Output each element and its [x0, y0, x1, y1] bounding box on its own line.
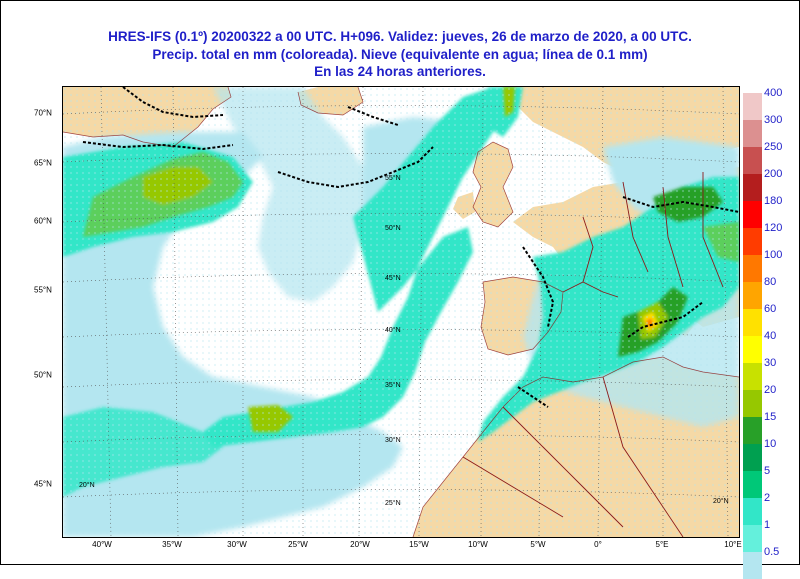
colorbar-label: 120: [764, 222, 783, 234]
colorbar-swatch: [743, 336, 762, 363]
corner-label-right: 20°N: [713, 497, 729, 505]
map-canvas: 55°N 50°N 45°N 40°N 35°N 30°N 25°N 20°N …: [63, 87, 739, 537]
colorbar-swatch: [743, 201, 762, 228]
inner-latitude-labels: 55°N 50°N 45°N 40°N 35°N 30°N 25°N 20°N …: [79, 174, 729, 507]
colorbar-label: 40: [764, 330, 777, 342]
colorbar-swatch: [743, 498, 762, 525]
colorbar-label: 200: [764, 168, 783, 180]
lon-label-20w: 20°W: [350, 540, 370, 549]
colorbar-swatch: [743, 120, 762, 147]
precipitation-map: 55°N 50°N 45°N 40°N 35°N 30°N 25°N 20°N …: [62, 86, 740, 538]
lon-label-30w: 30°W: [227, 540, 247, 549]
lon-label-0: 0°: [594, 540, 602, 549]
lat-label-60: 60°N: [34, 216, 52, 226]
colorbar-swatch: [743, 552, 762, 579]
lat-label-55: 55°N: [34, 285, 52, 295]
snow-lines: [82, 87, 739, 408]
colorbar-label: 30: [764, 357, 777, 369]
colorbar-swatch: [743, 444, 762, 471]
colorbar-swatch: [743, 471, 762, 498]
colorbar-label: 10: [764, 438, 777, 450]
colorbar-label: 100: [764, 249, 783, 261]
lat-label-65: 65°N: [34, 158, 52, 168]
colorbar-swatch: [743, 417, 762, 444]
colorbar-swatch: [743, 255, 762, 282]
colorbar-label: 2: [764, 492, 771, 504]
inner-lat-40: 40°N: [385, 326, 401, 334]
colorbar-swatch: [743, 525, 762, 552]
title-line-1: HRES-IFS (0.1º) 20200322 a 00 UTC. H+096…: [108, 29, 692, 44]
corner-label-left: 20°N: [79, 481, 95, 489]
inner-lat-50: 50°N: [385, 224, 401, 232]
colorbar-swatch: [743, 93, 762, 120]
colorbar-label: 180: [764, 195, 783, 207]
inner-lat-25: 25°N: [385, 499, 401, 507]
colorbar-swatch: [743, 363, 762, 390]
colorbar-swatch: [743, 390, 762, 417]
lon-label-10w: 10°W: [468, 540, 488, 549]
lat-label-45: 45°N: [34, 479, 52, 489]
colorbar-swatch: [743, 228, 762, 255]
inner-lat-30: 30°N: [385, 436, 401, 444]
colorbar-label: 5: [764, 465, 771, 477]
chart-title: HRES-IFS (0.1º) 20200322 a 00 UTC. H+096…: [0, 28, 800, 81]
colorbar-label: 250: [764, 141, 783, 153]
title-line-3: En las 24 horas anteriores.: [314, 64, 486, 79]
colorbar-swatch: [743, 174, 762, 201]
colorbar-label: 1: [764, 519, 771, 531]
title-line-2: Precip. total en mm (coloreada). Nieve (…: [152, 46, 648, 62]
colorbar-label: 80: [764, 276, 777, 288]
lon-label-40w: 40°W: [92, 540, 112, 549]
colorbar-label: 0.5: [764, 546, 780, 558]
colorbar-label: 60: [764, 303, 777, 315]
lon-label-5w: 5°W: [530, 540, 546, 549]
colorbar-swatch: [743, 282, 762, 309]
lon-label-35w: 35°W: [162, 540, 182, 549]
inner-lat-55: 55°N: [385, 174, 401, 182]
colorbar-swatch: [743, 309, 762, 336]
lon-label-10e: 10°E: [724, 540, 742, 549]
lon-label-5e: 5°E: [655, 540, 669, 549]
colorbar-swatch: [743, 147, 762, 174]
lon-label-15w: 15°W: [409, 540, 429, 549]
lat-label-50: 50°N: [34, 370, 52, 380]
drizzle-texture: [63, 87, 739, 537]
country-borders: [462, 172, 724, 537]
inner-lat-45: 45°N: [385, 274, 401, 282]
lat-label-70: 70°N: [34, 108, 52, 118]
inner-lat-35: 35°N: [385, 381, 401, 389]
lon-label-25w: 25°W: [288, 540, 308, 549]
colorbar-label: 300: [764, 114, 783, 126]
colorbar-label: 20: [764, 384, 777, 396]
precip-colorbar: [743, 93, 762, 579]
colorbar-label: 15: [764, 411, 777, 423]
colorbar-label: 400: [764, 87, 783, 99]
graticule: [63, 87, 739, 537]
